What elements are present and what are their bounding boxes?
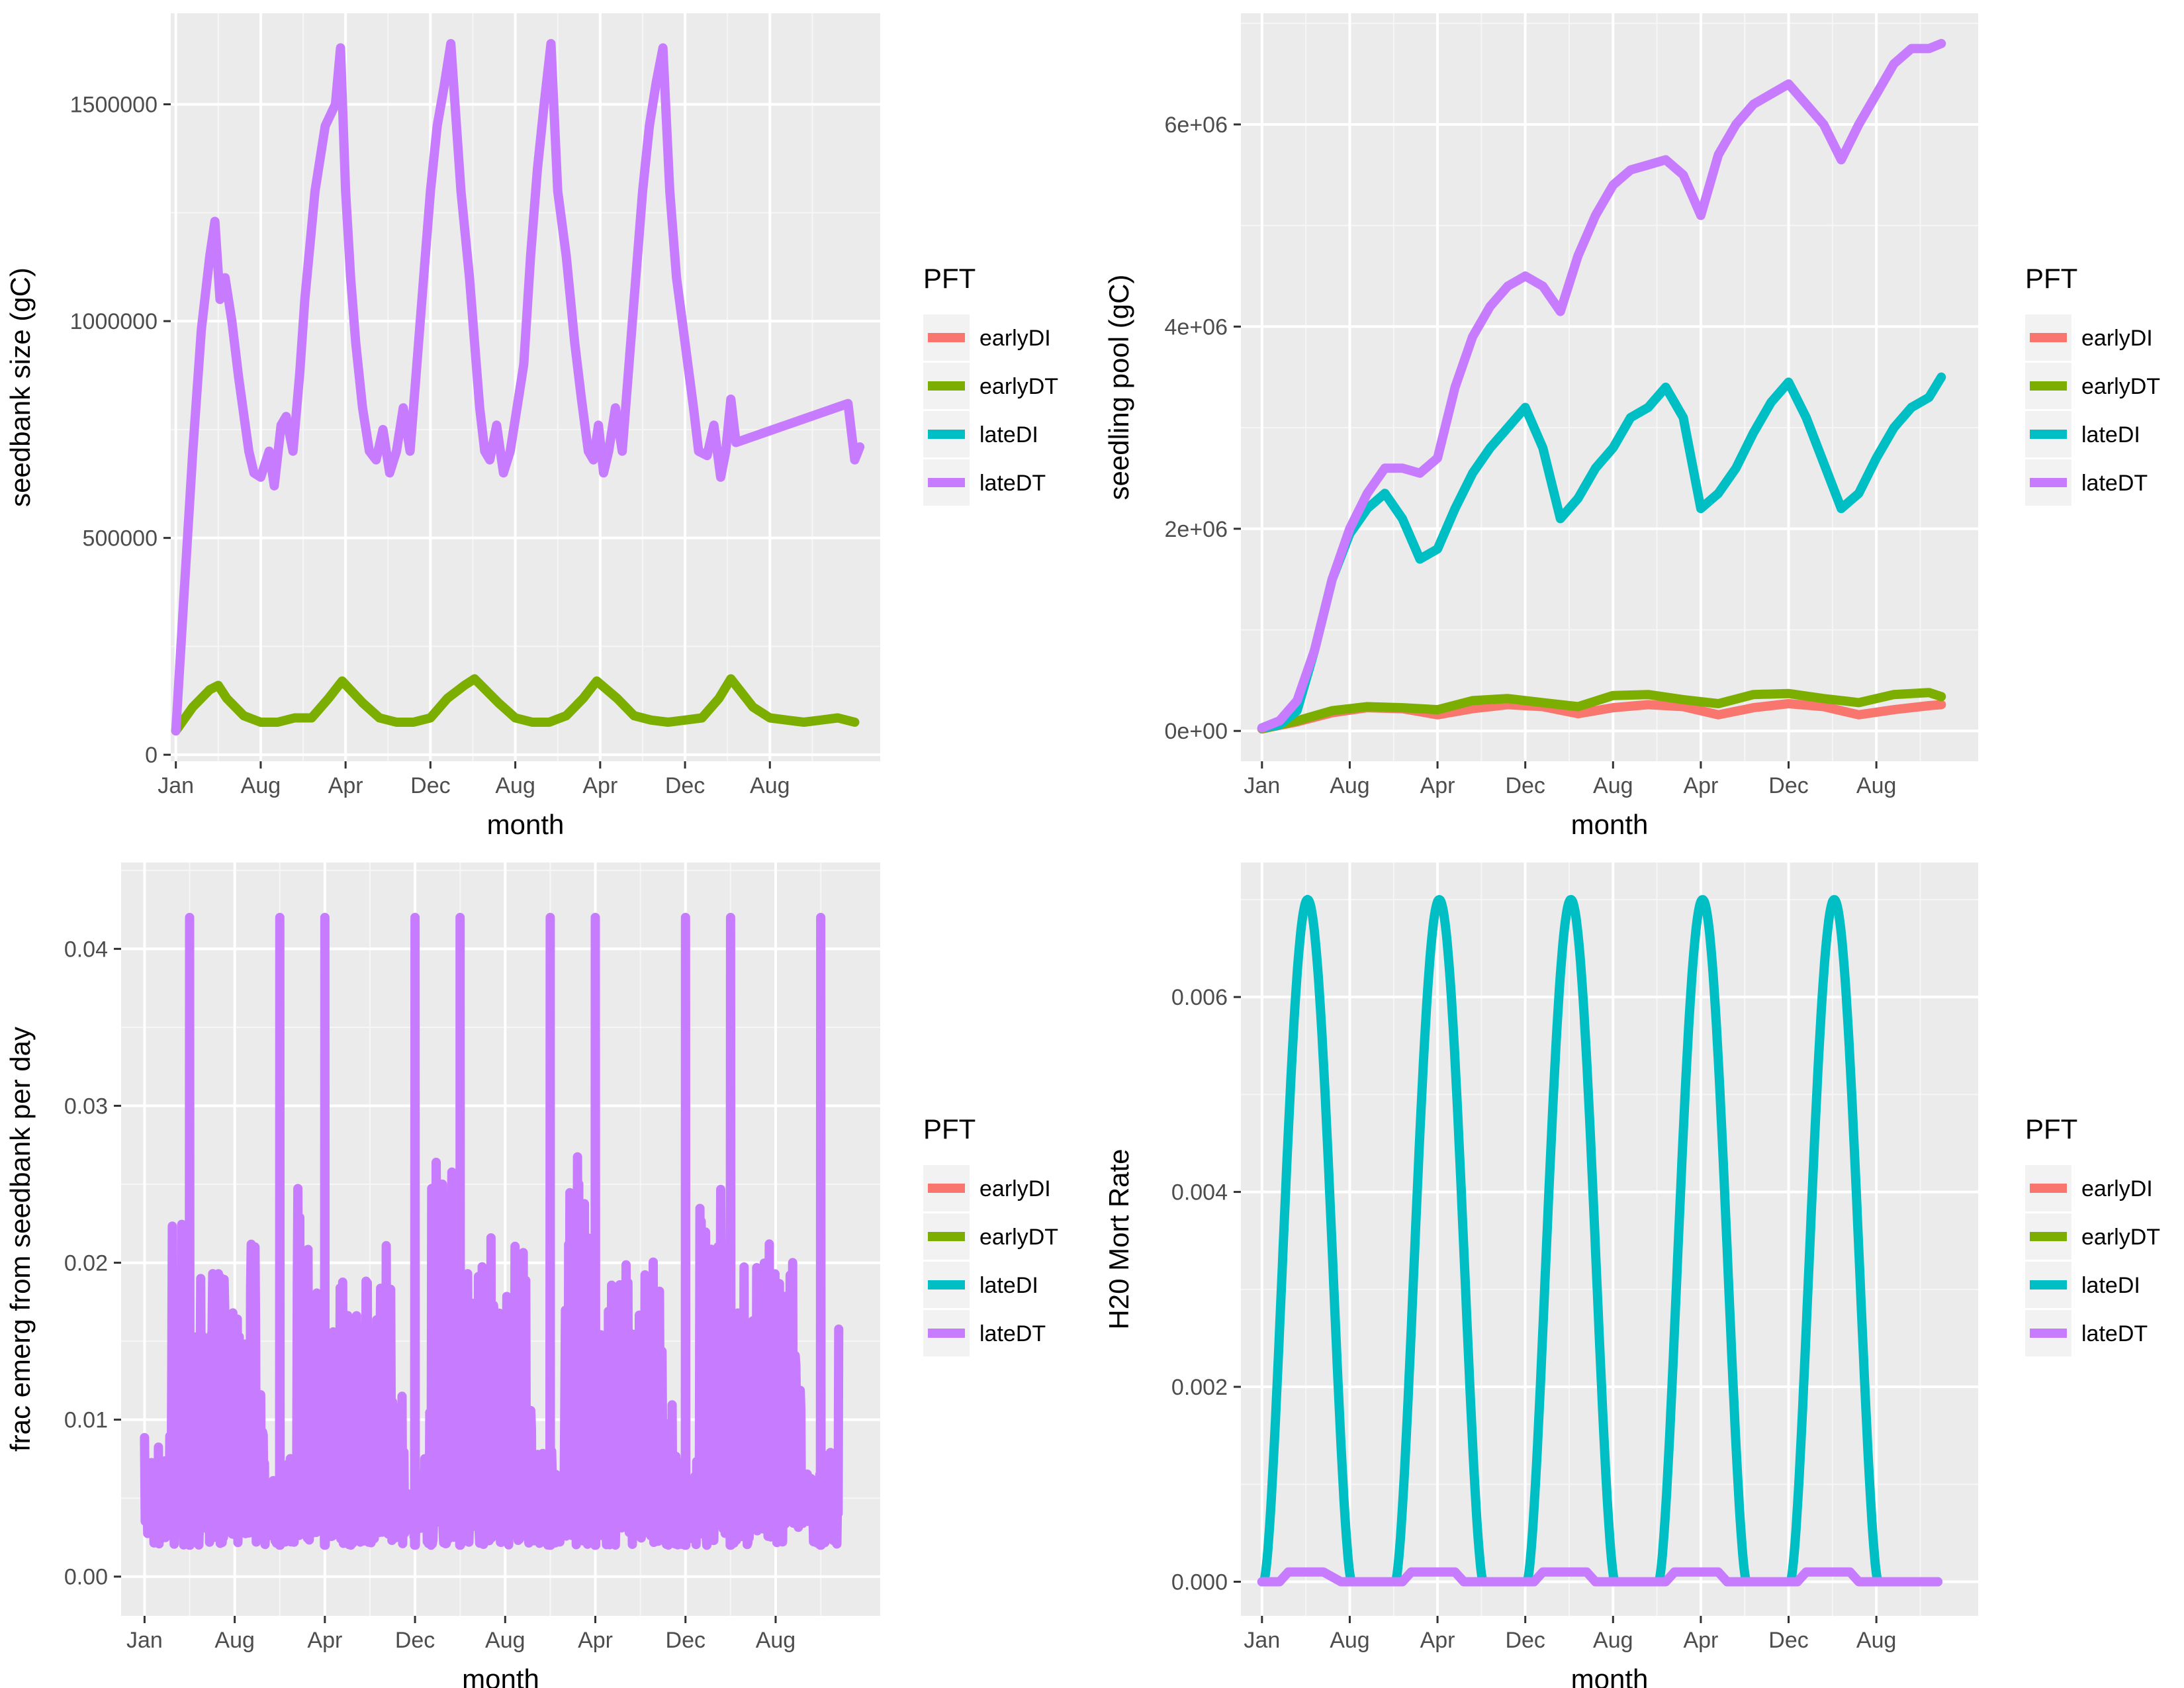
y-tick-label: 0.000 bbox=[1171, 1570, 1228, 1595]
legend-title: PFT bbox=[2025, 263, 2077, 294]
legend-label-lateDI: lateDI bbox=[979, 1273, 1038, 1298]
y-tick-label: 1000000 bbox=[70, 309, 158, 334]
legend-label-lateDT: lateDT bbox=[979, 471, 1046, 496]
legend: PFT earlyDI earlyDT lateDI lateDT bbox=[2025, 1113, 2160, 1356]
x-tick-label: Apr bbox=[328, 773, 363, 798]
x-tick-label: Aug bbox=[756, 1628, 796, 1653]
y-tick-label: 6e+06 bbox=[1165, 113, 1228, 138]
legend-label-lateDT: lateDT bbox=[2081, 471, 2148, 496]
x-tick-label: Aug bbox=[1856, 1628, 1897, 1653]
y-tick-label: 0.006 bbox=[1171, 985, 1228, 1010]
series-line-earlyDT bbox=[171, 674, 860, 736]
legend-label-earlyDT: earlyDT bbox=[979, 1225, 1058, 1250]
x-tick-label: Apr bbox=[582, 773, 617, 798]
legend: PFT earlyDI earlyDT lateDI lateDT bbox=[923, 263, 1058, 506]
x-tick-label: Aug bbox=[1593, 1628, 1633, 1653]
x-axis-title: month bbox=[1571, 809, 1649, 840]
x-tick-label: Jan bbox=[1244, 773, 1280, 798]
series-group bbox=[1257, 38, 1946, 734]
y-tick-label: 0.02 bbox=[64, 1251, 108, 1276]
chart-panel-2: Jan Aug Apr Dec Aug Apr Dec Aug 0e+00 2e+06 4e+06 6… bbox=[1103, 13, 2160, 840]
series-line-lateDI bbox=[1257, 372, 1946, 733]
x-tick-label: Dec bbox=[666, 1628, 705, 1653]
series-line-earlyDT bbox=[1257, 688, 1946, 734]
legend-label-lateDI: lateDI bbox=[2081, 1273, 2140, 1298]
x-tick-label: Dec bbox=[1768, 773, 1808, 798]
legend-label-earlyDI: earlyDI bbox=[979, 326, 1051, 351]
y-tick-label: 0.002 bbox=[1171, 1375, 1228, 1400]
x-axis-title: month bbox=[462, 1664, 539, 1688]
series-line-lateDT bbox=[171, 38, 865, 736]
chart-panel-4: Jan Aug Apr Dec Aug Apr Dec Aug 0.000 0.002 0.004 0… bbox=[1103, 863, 2160, 1688]
legend-label-earlyDT: earlyDT bbox=[2081, 1225, 2160, 1250]
y-tick-label: 0e+00 bbox=[1165, 719, 1228, 744]
legend-title: PFT bbox=[923, 1113, 976, 1145]
x-tick-label: Aug bbox=[495, 773, 535, 798]
y-tick-label: 0.04 bbox=[64, 937, 108, 962]
series-line-lateDT bbox=[140, 913, 844, 1550]
x-tick-label: Dec bbox=[665, 773, 705, 798]
y-tick-label: 500000 bbox=[83, 526, 158, 551]
legend-label-lateDT: lateDT bbox=[2081, 1321, 2148, 1346]
series-group bbox=[171, 38, 865, 736]
legend-title: PFT bbox=[923, 263, 976, 294]
y-axis-title: frac emerg from seedbank per day bbox=[5, 1027, 36, 1452]
x-tick-label: Jan bbox=[126, 1628, 163, 1653]
x-tick-label: Aug bbox=[214, 1628, 255, 1653]
legend-label-earlyDI: earlyDI bbox=[979, 1176, 1051, 1201]
chart-panel-1: Jan Aug Apr Dec Aug Apr Dec Aug 0 500000 1000000 15… bbox=[5, 13, 1058, 840]
legend-label-lateDI: lateDI bbox=[979, 422, 1038, 447]
x-tick-label: Jan bbox=[158, 773, 194, 798]
x-tick-label: Aug bbox=[750, 773, 790, 798]
legend-label-earlyDT: earlyDT bbox=[2081, 374, 2160, 399]
x-tick-label: Dec bbox=[395, 1628, 435, 1653]
y-axis-title: H20 Mort Rate bbox=[1103, 1149, 1134, 1329]
x-tick-label: Apr bbox=[1420, 773, 1455, 798]
series-group bbox=[1257, 894, 1942, 1587]
x-tick-label: Apr bbox=[1683, 1628, 1718, 1653]
x-tick-label: Aug bbox=[241, 773, 281, 798]
x-tick-label: Apr bbox=[307, 1628, 342, 1653]
y-tick-label: 2e+06 bbox=[1165, 517, 1228, 542]
y-tick-label: 1500000 bbox=[70, 93, 158, 118]
legend-label-lateDI: lateDI bbox=[2081, 422, 2140, 447]
y-tick-label: 0.00 bbox=[64, 1565, 108, 1590]
x-tick-label: Dec bbox=[1768, 1628, 1808, 1653]
x-tick-label: Aug bbox=[1330, 1628, 1370, 1653]
legend-title: PFT bbox=[2025, 1113, 2077, 1145]
y-tick-label: 0 bbox=[145, 743, 158, 768]
x-tick-label: Dec bbox=[410, 773, 450, 798]
legend-label-earlyDT: earlyDT bbox=[979, 374, 1058, 399]
series-line-lateDT bbox=[1257, 1567, 1942, 1587]
legend: PFT earlyDI earlyDT lateDI lateDT bbox=[2025, 263, 2160, 506]
series-line-lateDT bbox=[1257, 38, 1946, 733]
x-tick-label: Aug bbox=[1330, 773, 1370, 798]
y-tick-label: 4e+06 bbox=[1165, 314, 1228, 340]
x-tick-label: Aug bbox=[1593, 773, 1633, 798]
y-tick-label: 0.03 bbox=[64, 1094, 108, 1119]
legend-label-earlyDI: earlyDI bbox=[2081, 1176, 2153, 1201]
x-tick-label: Aug bbox=[1856, 773, 1897, 798]
x-tick-label: Dec bbox=[1505, 1628, 1545, 1653]
chart-panel-3: Jan Aug Apr Dec Aug Apr Dec Aug 0.00 0.01 0.02 0.03… bbox=[5, 863, 1058, 1688]
x-tick-label: Apr bbox=[578, 1628, 613, 1653]
plot-panel-background bbox=[171, 13, 880, 761]
y-tick-label: 0.01 bbox=[64, 1408, 108, 1433]
x-axis-title: month bbox=[1571, 1664, 1649, 1688]
legend-label-lateDT: lateDT bbox=[979, 1321, 1046, 1346]
x-tick-label: Apr bbox=[1683, 773, 1718, 798]
x-tick-label: Dec bbox=[1505, 773, 1545, 798]
x-tick-label: Aug bbox=[485, 1628, 525, 1653]
y-axis-title: seedling pool (gC) bbox=[1103, 275, 1134, 500]
x-axis-title: month bbox=[487, 809, 565, 840]
x-tick-label: Apr bbox=[1420, 1628, 1455, 1653]
series-group bbox=[140, 913, 844, 1550]
x-tick-label: Jan bbox=[1244, 1628, 1280, 1653]
legend: PFT earlyDI earlyDT lateDI lateDT bbox=[923, 1113, 1058, 1356]
legend-label-earlyDI: earlyDI bbox=[2081, 326, 2153, 351]
y-tick-label: 0.004 bbox=[1171, 1180, 1228, 1205]
y-axis-title: seedbank size (gC) bbox=[5, 267, 36, 507]
